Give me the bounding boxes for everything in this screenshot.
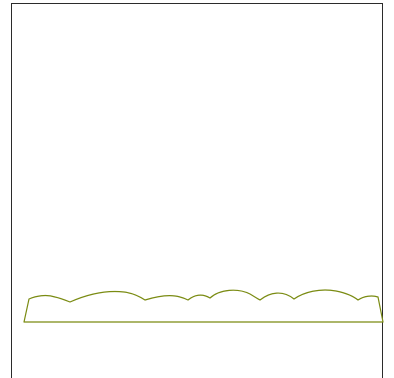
game-canvas-frame xyxy=(11,3,383,378)
